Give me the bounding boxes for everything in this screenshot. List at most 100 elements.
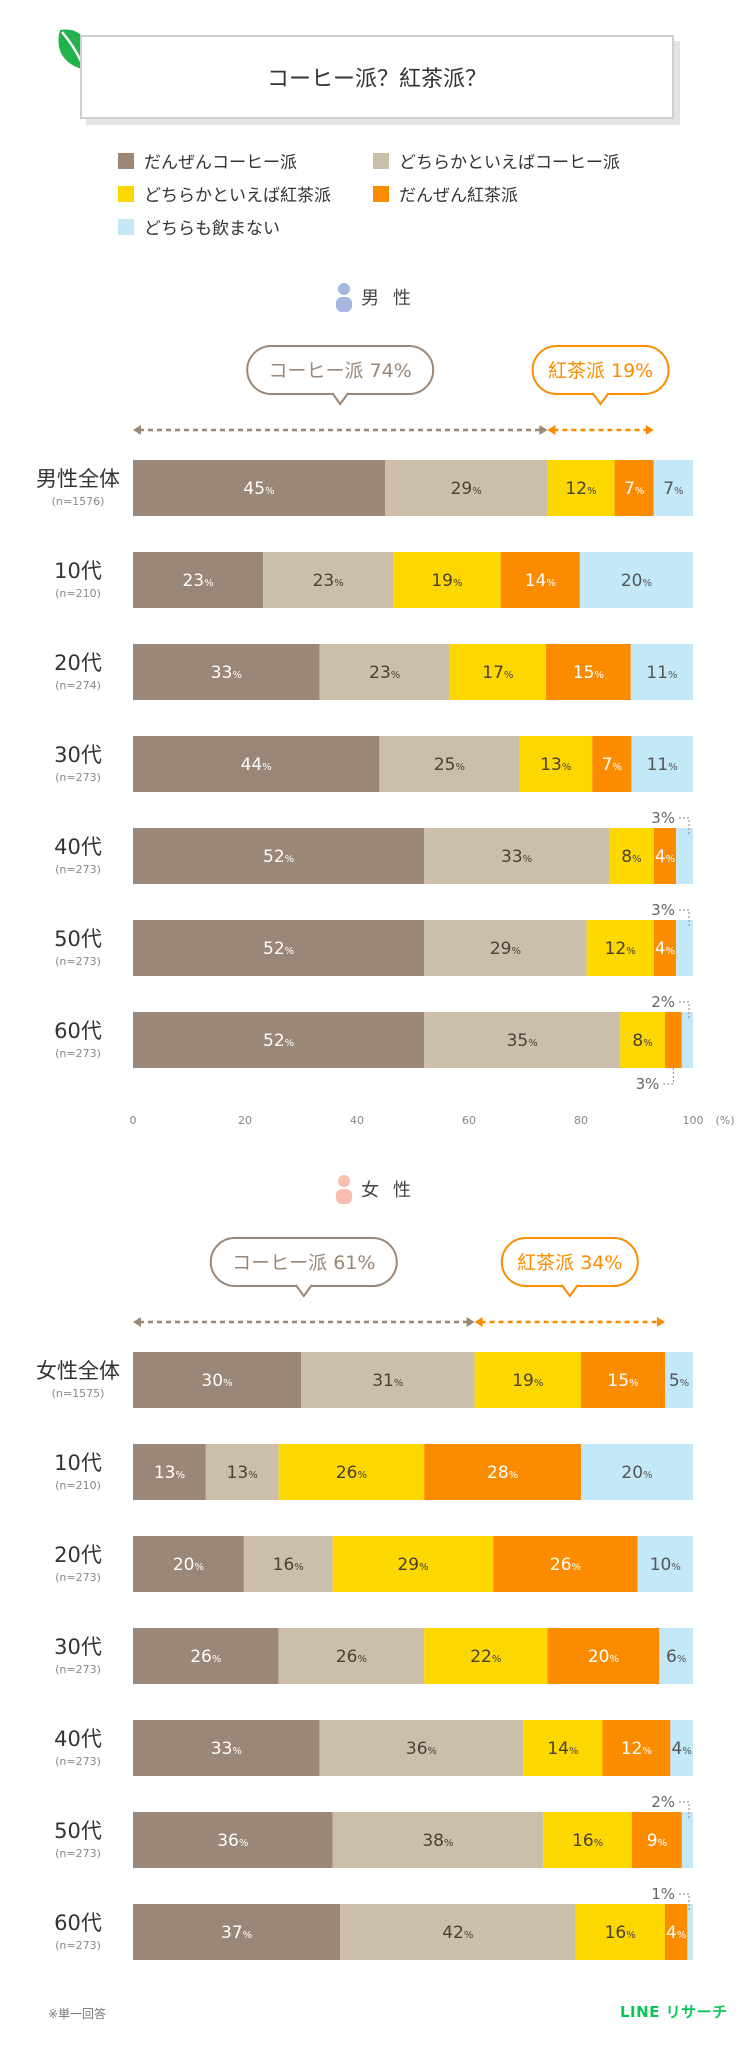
female-chart: コーヒー派 61% 紅茶派 34%女性全体(n=1575)30% 31% 19% 15%…: [36, 1237, 693, 1960]
row-n-label: (n=273): [55, 1755, 101, 1768]
section-title-male-text: 男 性: [361, 288, 415, 309]
bar-segment: [133, 828, 425, 884]
bar-segment: [379, 736, 520, 792]
legend-swatch: [118, 152, 134, 169]
bar-segment: [332, 1812, 544, 1868]
bar-segment: [133, 644, 320, 700]
row-label: 10代: [54, 559, 102, 583]
callout-leader: [679, 1893, 690, 1910]
row-label: 10代: [54, 1451, 102, 1475]
row-label: 40代: [54, 835, 102, 859]
bar-segment: [670, 1720, 693, 1776]
bar-segment: [575, 1904, 665, 1960]
bar-segment: [393, 552, 501, 608]
bar-segment: [653, 828, 677, 884]
bar-segment: [340, 1904, 576, 1960]
row-n-label: (n=273): [55, 771, 101, 784]
bar-segment: [659, 1628, 693, 1684]
legend-swatch: [373, 185, 389, 202]
row-label: 40代: [54, 1727, 102, 1751]
x-unit-label: (%): [715, 1114, 734, 1127]
footnote: ※単一回答: [48, 2007, 107, 2021]
row-n-label: (n=273): [55, 1939, 101, 1952]
bar-segment: [602, 1720, 671, 1776]
legend-item-strong-tea: だんぜん紅茶派: [373, 181, 518, 206]
coffee-summary-label: コーヒー派 74%: [269, 360, 412, 382]
bar-segment: [424, 1012, 621, 1068]
legend-swatch: [118, 185, 134, 202]
bar-segment: [687, 1904, 693, 1960]
bar-segment: [665, 1352, 693, 1408]
row-label: 女性全体: [36, 1359, 120, 1383]
row-n-label: (n=273): [55, 1663, 101, 1676]
legend-item-lean-tea: どちらかといえば紅茶派: [118, 181, 331, 206]
row-n-label: (n=273): [55, 1571, 101, 1584]
legend-label: だんぜん紅茶派: [399, 186, 518, 206]
bar-segment: [543, 1812, 633, 1868]
callout-label: 3%: [636, 1075, 660, 1093]
male-chart: コーヒー派 74% 紅茶派 19%男性全体(n=1576)45% 29% 12% 7% 7…: [36, 345, 735, 1127]
section-title-female-text: 女 性: [361, 1180, 415, 1201]
bar-segment: [545, 644, 631, 700]
bar-segment: [424, 1628, 548, 1684]
legend-swatch: [118, 218, 134, 235]
x-tick-label: 80: [574, 1114, 588, 1127]
row-n-label: (n=273): [55, 955, 101, 968]
callout-leader: [679, 909, 690, 926]
bar-segment: [581, 1444, 693, 1500]
row-label: 50代: [54, 927, 102, 951]
callout-label: 3%: [651, 901, 675, 919]
bar-segment: [519, 736, 593, 792]
bar-segment: [631, 736, 693, 792]
callout-leader: [679, 817, 690, 834]
bar-segment: [500, 552, 580, 608]
coffee-range-arrow-right: [539, 425, 548, 435]
brand-logo: LINE リサーチ: [620, 2003, 728, 2021]
bar-segment: [424, 920, 587, 976]
tea-range-arrow-right: [657, 1317, 665, 1327]
row-label: 20代: [54, 651, 102, 675]
bar-segment: [523, 1720, 603, 1776]
row-label: 60代: [54, 1911, 102, 1935]
bar-segment: [493, 1536, 638, 1592]
bar-segment: [205, 1444, 279, 1500]
bar-segment: [681, 1812, 693, 1868]
legend-item-strong-coffee: だんぜんコーヒー派: [118, 148, 297, 173]
bar-segment: [653, 460, 693, 516]
bar-segment: [301, 1352, 475, 1408]
legend-label: どちらかといえばコーヒー派: [399, 153, 620, 173]
bar-segment: [424, 828, 609, 884]
row-label: 20代: [54, 1543, 102, 1567]
bar-segment: [676, 920, 693, 976]
row-n-label: (n=273): [55, 863, 101, 876]
bar-segment: [632, 1812, 682, 1868]
bar-segment: [133, 552, 264, 608]
x-tick-label: 0: [130, 1114, 137, 1127]
callout-leader: [663, 1064, 674, 1085]
bar-segment: [547, 1628, 660, 1684]
bar-segment: [133, 736, 380, 792]
bar-segment: [133, 1012, 425, 1068]
x-tick-label: 20: [238, 1114, 252, 1127]
row-n-label: (n=1576): [52, 495, 105, 508]
coffee-summary-label: コーヒー派 61%: [232, 1252, 375, 1274]
coffee-range-arrow-left: [133, 1317, 141, 1327]
row-n-label: (n=210): [55, 1479, 101, 1492]
callout-label: 2%: [651, 1793, 675, 1811]
bar-segment: [133, 1812, 333, 1868]
page-title: コーヒー派？紅茶派？: [80, 35, 674, 119]
section-title-female: 女 性: [0, 1174, 750, 1204]
bar-segment: [133, 1904, 341, 1960]
tea-summary-label: 紅茶派 34%: [517, 1252, 622, 1274]
row-n-label: (n=210): [55, 587, 101, 600]
row-n-label: (n=1575): [52, 1387, 105, 1400]
tea-range-arrow-left: [474, 1317, 483, 1327]
row-n-label: (n=273): [55, 1847, 101, 1860]
x-tick-label: 100: [683, 1114, 704, 1127]
legend-label: だんぜんコーヒー派: [144, 153, 297, 173]
bar-segment: [133, 1720, 320, 1776]
bar-segment: [133, 460, 385, 516]
bar-segment: [319, 644, 450, 700]
bar-segment: [547, 460, 615, 516]
tea-range-arrow-left: [547, 425, 556, 435]
